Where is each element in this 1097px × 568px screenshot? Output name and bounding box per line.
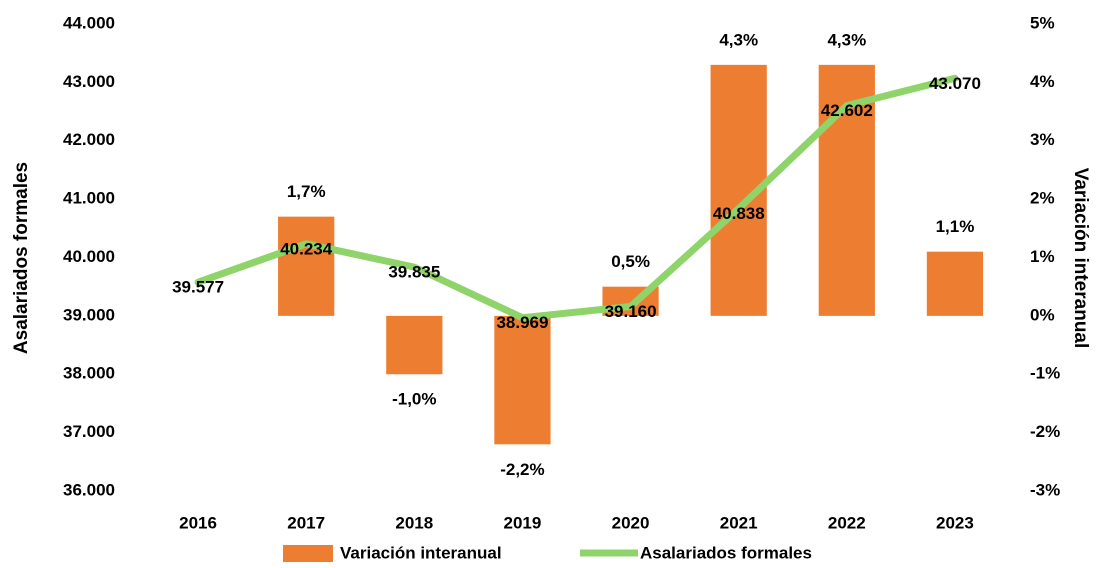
x-tick-label: 2021 — [720, 513, 758, 532]
y2-tick-label: 0% — [1030, 305, 1055, 324]
line-value-label: 39.577 — [172, 278, 224, 297]
legend-swatch — [283, 545, 333, 562]
x-tick-label: 2016 — [179, 513, 217, 532]
bar-value-label: 0,5% — [611, 252, 650, 271]
line-value-label: 40.234 — [280, 239, 333, 258]
bar — [278, 216, 335, 316]
x-tick-label: 2018 — [395, 513, 433, 532]
y2-axis-title: Variación interanual — [1070, 168, 1091, 349]
bar-value-label: 1,7% — [287, 182, 326, 201]
y2-tick-label: -3% — [1030, 480, 1060, 499]
x-tick-label: 2017 — [287, 513, 325, 532]
line-value-label: 39.160 — [605, 302, 657, 321]
legend-label: Variación interanual — [340, 543, 502, 562]
line — [194, 74, 959, 322]
bar-value-label: 4,3% — [719, 30, 758, 49]
y2-tick-label: 3% — [1030, 130, 1055, 149]
legend-label: Asalariados formales — [640, 543, 812, 562]
bar-value-label: 1,1% — [936, 217, 975, 236]
y2-tick-label: 1% — [1030, 247, 1055, 266]
bar-value-label: -2,2% — [500, 460, 544, 479]
x-tick-label: 2020 — [612, 513, 650, 532]
bar-value-label: 4,3% — [827, 30, 866, 49]
bar — [494, 315, 551, 445]
y2-tick-label: 2% — [1030, 189, 1055, 208]
x-tick-label: 2019 — [504, 513, 542, 532]
line-value-label: 42.602 — [821, 101, 873, 120]
line-value-label: 40.838 — [713, 204, 765, 223]
y2-tick-label: 5% — [1030, 13, 1055, 32]
y2-tick-label: 4% — [1030, 72, 1055, 91]
y-tick-label: 37.000 — [63, 422, 115, 441]
line-value-label: 43.070 — [929, 74, 981, 93]
bar — [926, 251, 984, 316]
y-tick-label: 43.000 — [63, 72, 115, 91]
y-tick-label: 38.000 — [63, 364, 115, 383]
line-value-label: 38.969 — [496, 313, 548, 332]
y-tick-label: 41.000 — [63, 189, 115, 208]
y2-tick-label: -2% — [1030, 422, 1060, 441]
bar — [386, 315, 443, 375]
y-tick-label: 40.000 — [63, 247, 115, 266]
x-tick-label: 2023 — [936, 513, 974, 532]
bar-value-label: -1,0% — [392, 390, 436, 409]
y-tick-label: 36.000 — [63, 480, 115, 499]
y-axis-title: Asalariados formales — [11, 162, 32, 354]
line-value-label: 39.835 — [388, 263, 440, 282]
y-tick-label: 39.000 — [63, 305, 115, 324]
y-tick-label: 44.000 — [63, 13, 115, 32]
x-tick-label: 2022 — [828, 513, 866, 532]
y-tick-label: 42.000 — [63, 130, 115, 149]
y2-tick-label: -1% — [1030, 364, 1060, 383]
